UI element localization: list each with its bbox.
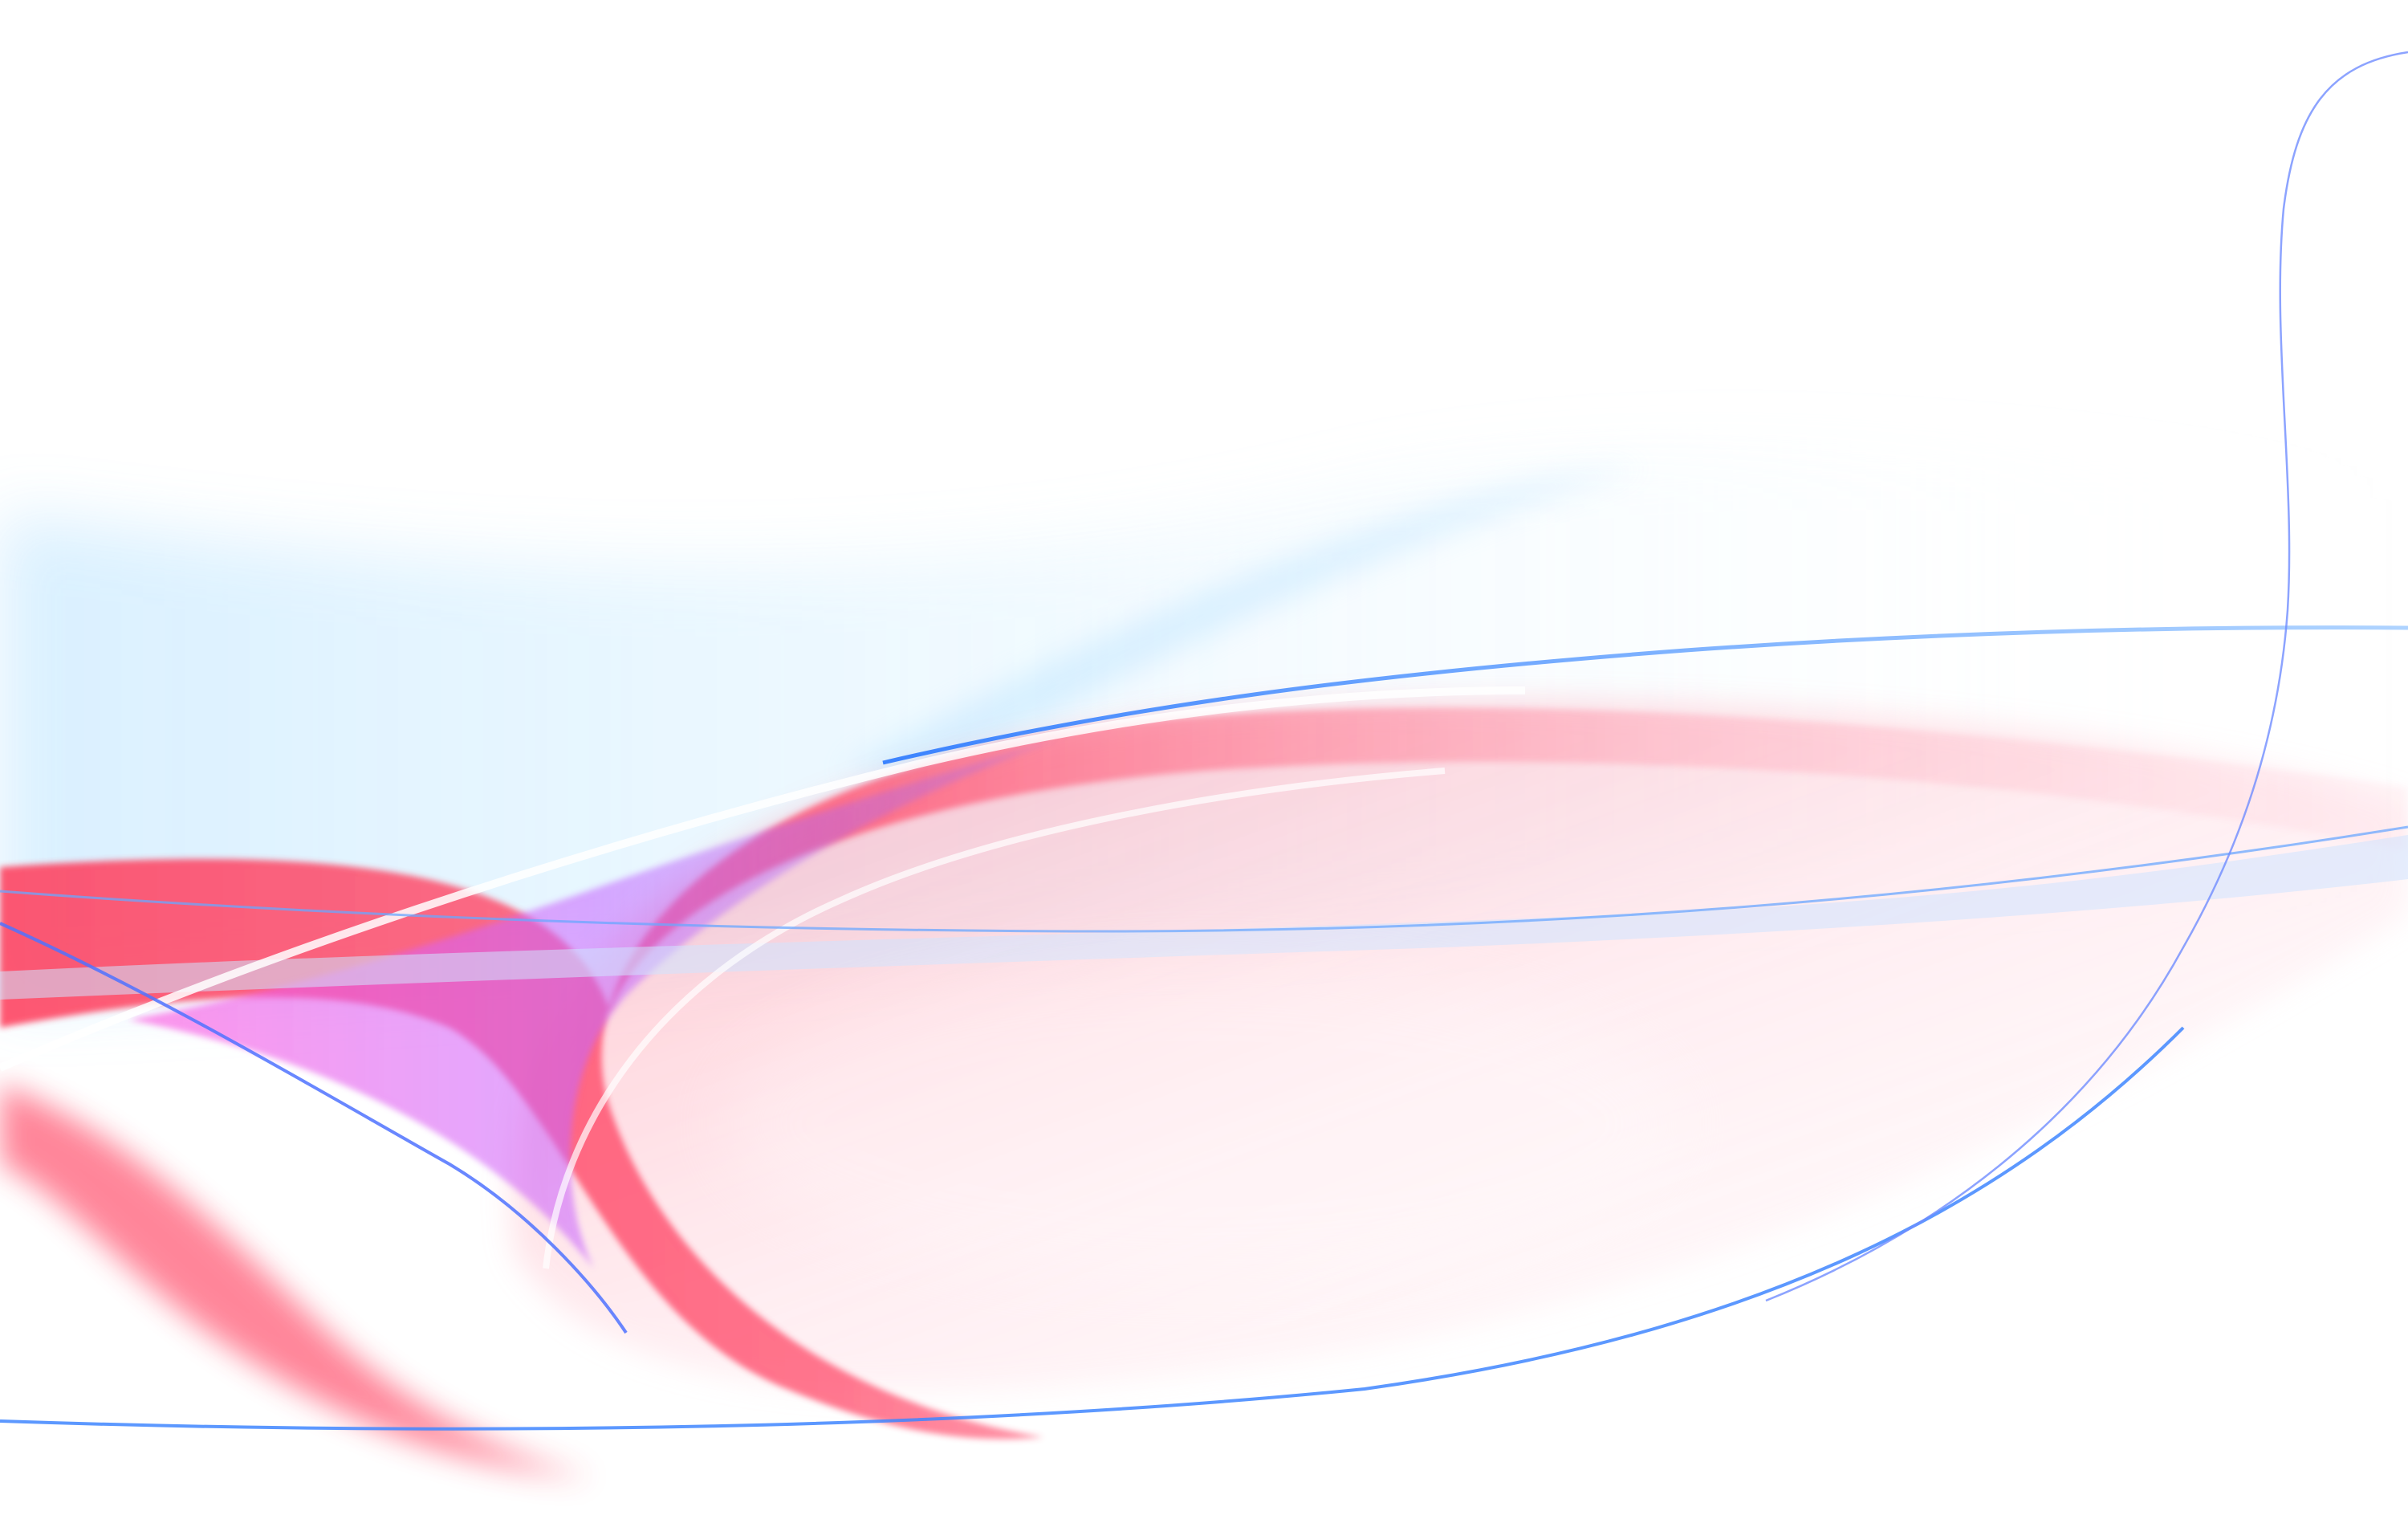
white-highlight-curve-2 [543, 768, 1446, 1269]
blue-line-diagonal [0, 922, 628, 1334]
blue-line-lower [0, 1026, 2185, 1431]
thin-loop-curve [1765, 51, 2408, 1302]
blue-line-upper [882, 625, 2408, 765]
white-glare [722, 963, 1686, 1285]
red-band [0, 707, 2408, 1440]
upper-blue-swoosh [843, 466, 1645, 787]
blue-line-horizontal [0, 825, 2408, 933]
white-highlight-curve [0, 686, 1526, 1072]
red-swirl [0, 1084, 594, 1477]
horizontal-light-band [0, 835, 2408, 1000]
magenta-wedge [128, 739, 1060, 1269]
